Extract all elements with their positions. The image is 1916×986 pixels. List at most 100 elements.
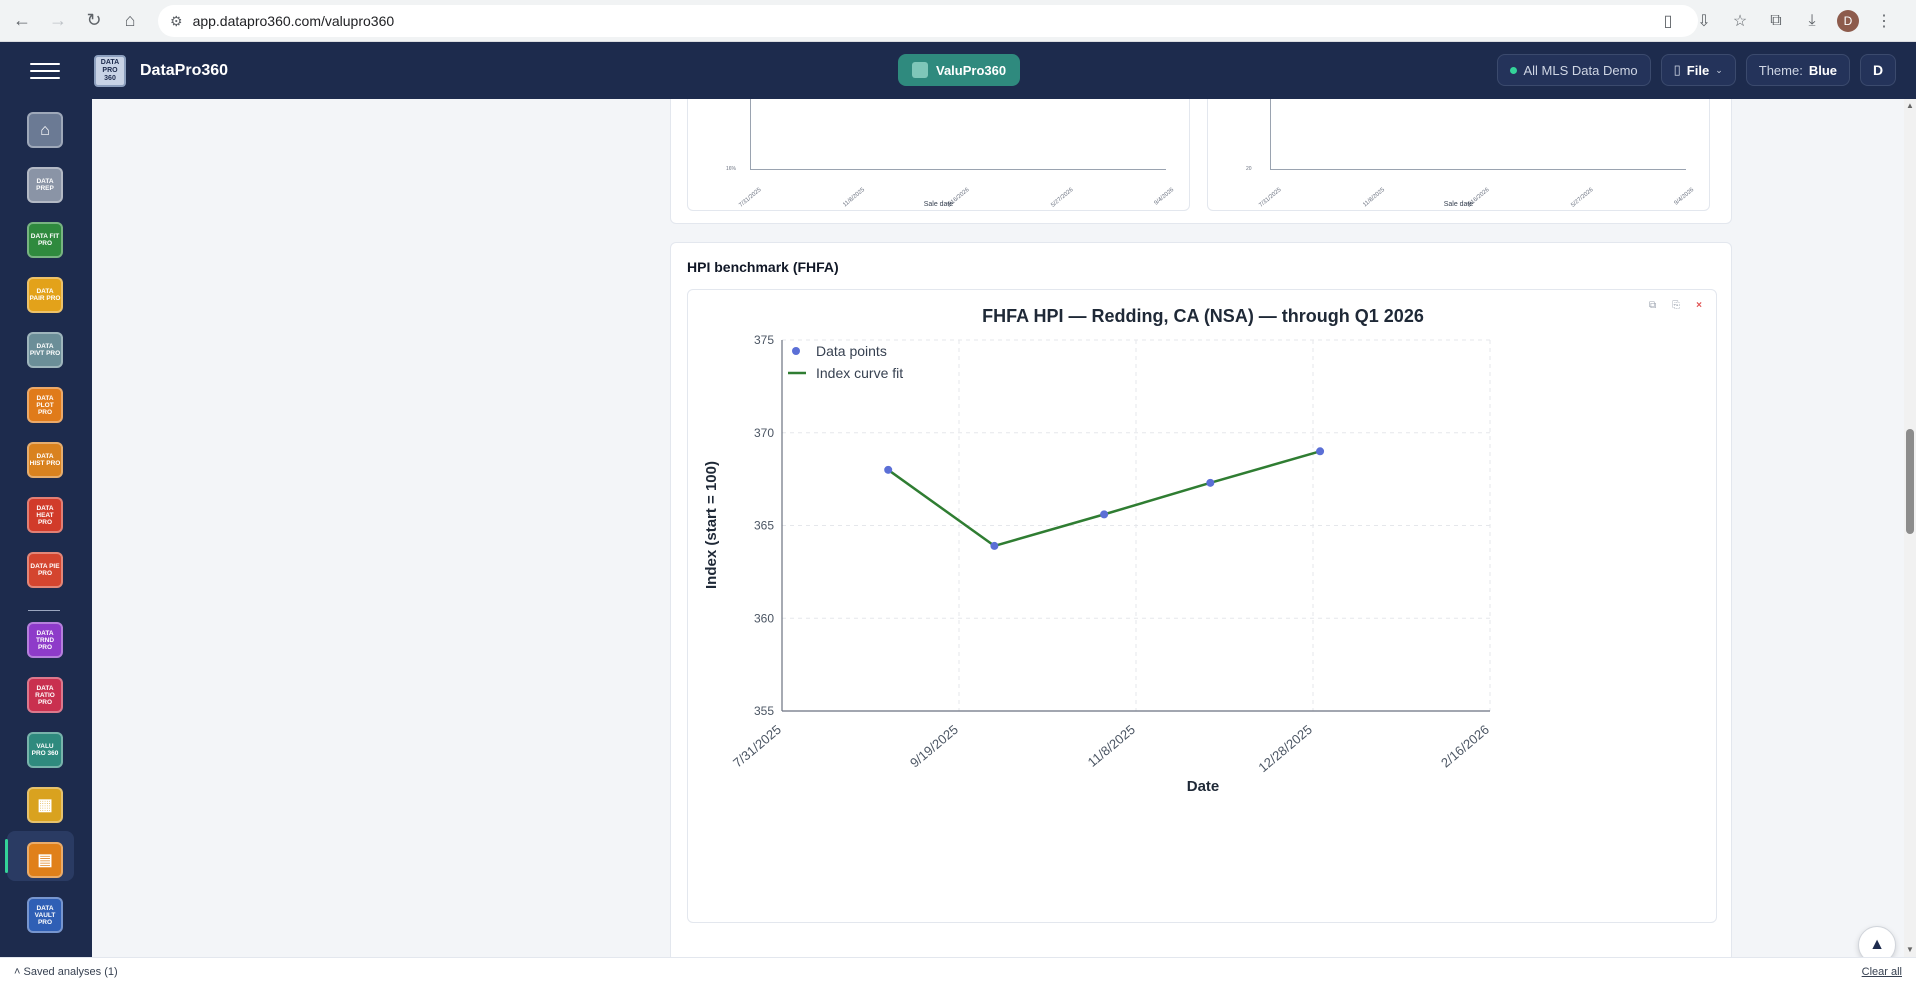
sidebar-item-data-pivt-pro[interactable]: DATA PIVT PRO (27, 332, 63, 368)
data-point (1316, 447, 1325, 456)
forward-icon[interactable]: → (49, 10, 67, 30)
scroll-down-icon[interactable]: ▼ (1906, 945, 1914, 954)
install-app-icon[interactable]: ⇩ (1697, 13, 1711, 30)
app-logo: DATA PRO 360 (94, 54, 126, 87)
browser-toolbar: ← → ↻ ⌂ ⚙ app.datapro360.com/valupro360 … (0, 0, 1916, 42)
x-tick-label: 12/28/2025 (1255, 722, 1314, 775)
mini-chart-left: 16% 7/31/2025 11/8/2025 2/16/2026 5/27/2… (687, 99, 1190, 211)
module-pill[interactable]: ValuPro360 (898, 54, 1021, 86)
valupro-icon (912, 62, 928, 78)
y-tick-label: 360 (754, 611, 774, 625)
page-scrollbar[interactable]: ▲ ▼ (1904, 99, 1916, 957)
sidebar-item-label: DATA PIE PRO (30, 563, 60, 577)
data-point (990, 541, 999, 550)
user-menu-button[interactable]: D (1860, 54, 1896, 86)
theme-button[interactable]: Theme: Blue (1745, 54, 1850, 86)
address-bar[interactable]: ⚙ app.datapro360.com/valupro360 (158, 5, 1698, 37)
scroll-up-icon[interactable]: ▲ (1906, 101, 1914, 110)
reload-icon[interactable]: ↻ (86, 10, 102, 30)
table-icon: ▦ (37, 796, 53, 814)
sidebar-item-data-plot-pro[interactable]: DATA PLOT PRO (27, 387, 63, 423)
sidebar-item-label: DATA RATIO PRO (35, 684, 55, 706)
sidebar: ⌂ DATA PREP DATA FIT PRO DATA PAIR PRO DATA … (0, 99, 92, 957)
y-tick-label: 20 (1246, 166, 1252, 172)
chevron-down-icon: ⌄ (1715, 64, 1723, 75)
sidebar-item-data-prep[interactable]: DATA PREP (27, 167, 63, 203)
sidebar-item-data-pie-pro[interactable]: DATA PIE PRO (27, 552, 63, 588)
url-text: app.datapro360.com/valupro360 (192, 13, 395, 29)
x-axis (1270, 169, 1686, 170)
copy-chart-icon[interactable]: ⧉ (1649, 300, 1657, 311)
saved-analyses-label: Saved analyses (1) (23, 966, 118, 978)
x-tick-label: 7/31/2025 (730, 722, 784, 771)
sidebar-item-label: DATA HEAT PRO (36, 504, 54, 526)
sidebar-item-label: DATA PIVT PRO (29, 343, 61, 357)
sidebar-item-data-pair-pro[interactable]: DATA PAIR PRO (27, 277, 63, 313)
x-axis-label: Date (1187, 778, 1220, 795)
sidebar-active-indicator (5, 839, 8, 873)
data-point (1206, 478, 1215, 487)
file-menu-button[interactable]: ▯ File ⌄ (1660, 54, 1736, 86)
x-tick-label: 2/16/2026 (1438, 722, 1492, 771)
bookmark-star-icon[interactable]: ☆ (1732, 13, 1748, 30)
y-axis-label: Index (start = 100) (703, 461, 720, 589)
sidebar-item-label: DATA PAIR PRO (29, 288, 61, 302)
section-title: HPI benchmark (FHFA) (687, 259, 839, 275)
y-axis (750, 99, 751, 169)
sidebar-item-label: DATA TRND PRO (35, 629, 55, 651)
theme-label: Theme: (1758, 62, 1803, 78)
data-source-chip[interactable]: All MLS Data Demo (1497, 54, 1651, 86)
profile-button[interactable]: D (1832, 5, 1864, 37)
app-name: DataPro360 (140, 61, 229, 79)
downloads-icon[interactable]: ⤓ (1808, 12, 1816, 29)
hpi-chart-svg: FHFA HPI — Redding, CA (NSA) — through Q… (703, 306, 1492, 795)
scrollbar-thumb[interactable] (1906, 429, 1914, 534)
chart-title: FHFA HPI — Redding, CA (NSA) — through Q… (982, 306, 1424, 326)
y-tick-label: 375 (754, 333, 774, 347)
sidebar-item-table-icon[interactable]: ▦ (27, 787, 63, 823)
theme-value: Blue (1808, 62, 1837, 78)
status-dot-icon (1510, 66, 1518, 74)
legend-label: Data points (816, 343, 887, 359)
sidebar-item-data-trnd-pro[interactable]: DATA TRND PRO (27, 622, 63, 658)
x-tick-label: 11/8/2025 (1085, 722, 1138, 770)
data-point (1100, 510, 1109, 519)
sidebar-item-data-vault-pro[interactable]: DATA VAULT PRO (27, 897, 63, 933)
sidebar-item-data-fit-pro[interactable]: DATA FIT PRO (27, 222, 63, 258)
saved-analyses-bar: ˄ Saved analyses (1) Clear all (0, 957, 1916, 986)
extensions-icon[interactable]: ⧉ (1770, 12, 1782, 29)
saved-analyses-toggle[interactable]: ˄ Saved analyses (1) (14, 966, 118, 978)
rate-charts-card: 16% 7/31/2025 11/8/2025 2/16/2026 5/27/2… (670, 99, 1732, 224)
legend-label: Index curve fit (816, 365, 903, 381)
y-axis (1270, 99, 1271, 169)
close-chart-icon[interactable]: × (1696, 300, 1702, 311)
sidebar-item-data-ratio-pro[interactable]: DATA RATIO PRO (27, 677, 63, 713)
site-settings-icon[interactable]: ⚙ (170, 12, 183, 29)
home-icon[interactable]: ⌂ (124, 10, 136, 30)
sidebar-item-valu-pro-360[interactable]: VALU PRO 360 (27, 732, 63, 768)
y-tick-label: 355 (754, 704, 774, 718)
series-line-index-curve-fit (887, 450, 1321, 548)
sidebar-item-label: DATA PREP (36, 178, 54, 192)
hamburger-menu-icon[interactable] (30, 62, 60, 79)
y-tick-label: 365 (754, 519, 774, 533)
hpi-benchmark-card: HPI benchmark (FHFA) ⧉ ⎘ × FHFA HPI — Re… (670, 242, 1732, 957)
sidebar-item-home-icon[interactable]: ⌂ (27, 112, 63, 148)
sidebar-item-label: DATA PLOT PRO (36, 394, 54, 416)
page-info-icon[interactable]: ▯ (1663, 13, 1673, 30)
file-icon: ▯ (1673, 62, 1681, 77)
sidebar-item-report-icon[interactable]: ▤ (27, 842, 63, 878)
sidebar-item-label: DATA VAULT PRO (34, 904, 56, 926)
data-source-label: All MLS Data Demo (1523, 62, 1638, 78)
save-chart-icon[interactable]: ⎘ (1672, 300, 1681, 311)
more-menu-icon[interactable]: ⋮ (1876, 13, 1892, 30)
main-content: 16% 7/31/2025 11/8/2025 2/16/2026 5/27/2… (92, 99, 1904, 957)
back-icon[interactable]: ← (13, 10, 31, 30)
sidebar-item-label: VALU PRO 360 (31, 743, 59, 757)
sidebar-item-data-hist-pro[interactable]: DATA HIST PRO (27, 442, 63, 478)
x-axis (750, 169, 1166, 170)
sidebar-divider (28, 610, 60, 611)
sidebar-item-data-heat-pro[interactable]: DATA HEAT PRO (27, 497, 63, 533)
clear-all-link[interactable]: Clear all (1861, 966, 1902, 978)
app-header: DATA PRO 360 DataPro360 ValuPro360 All M… (0, 42, 1916, 99)
